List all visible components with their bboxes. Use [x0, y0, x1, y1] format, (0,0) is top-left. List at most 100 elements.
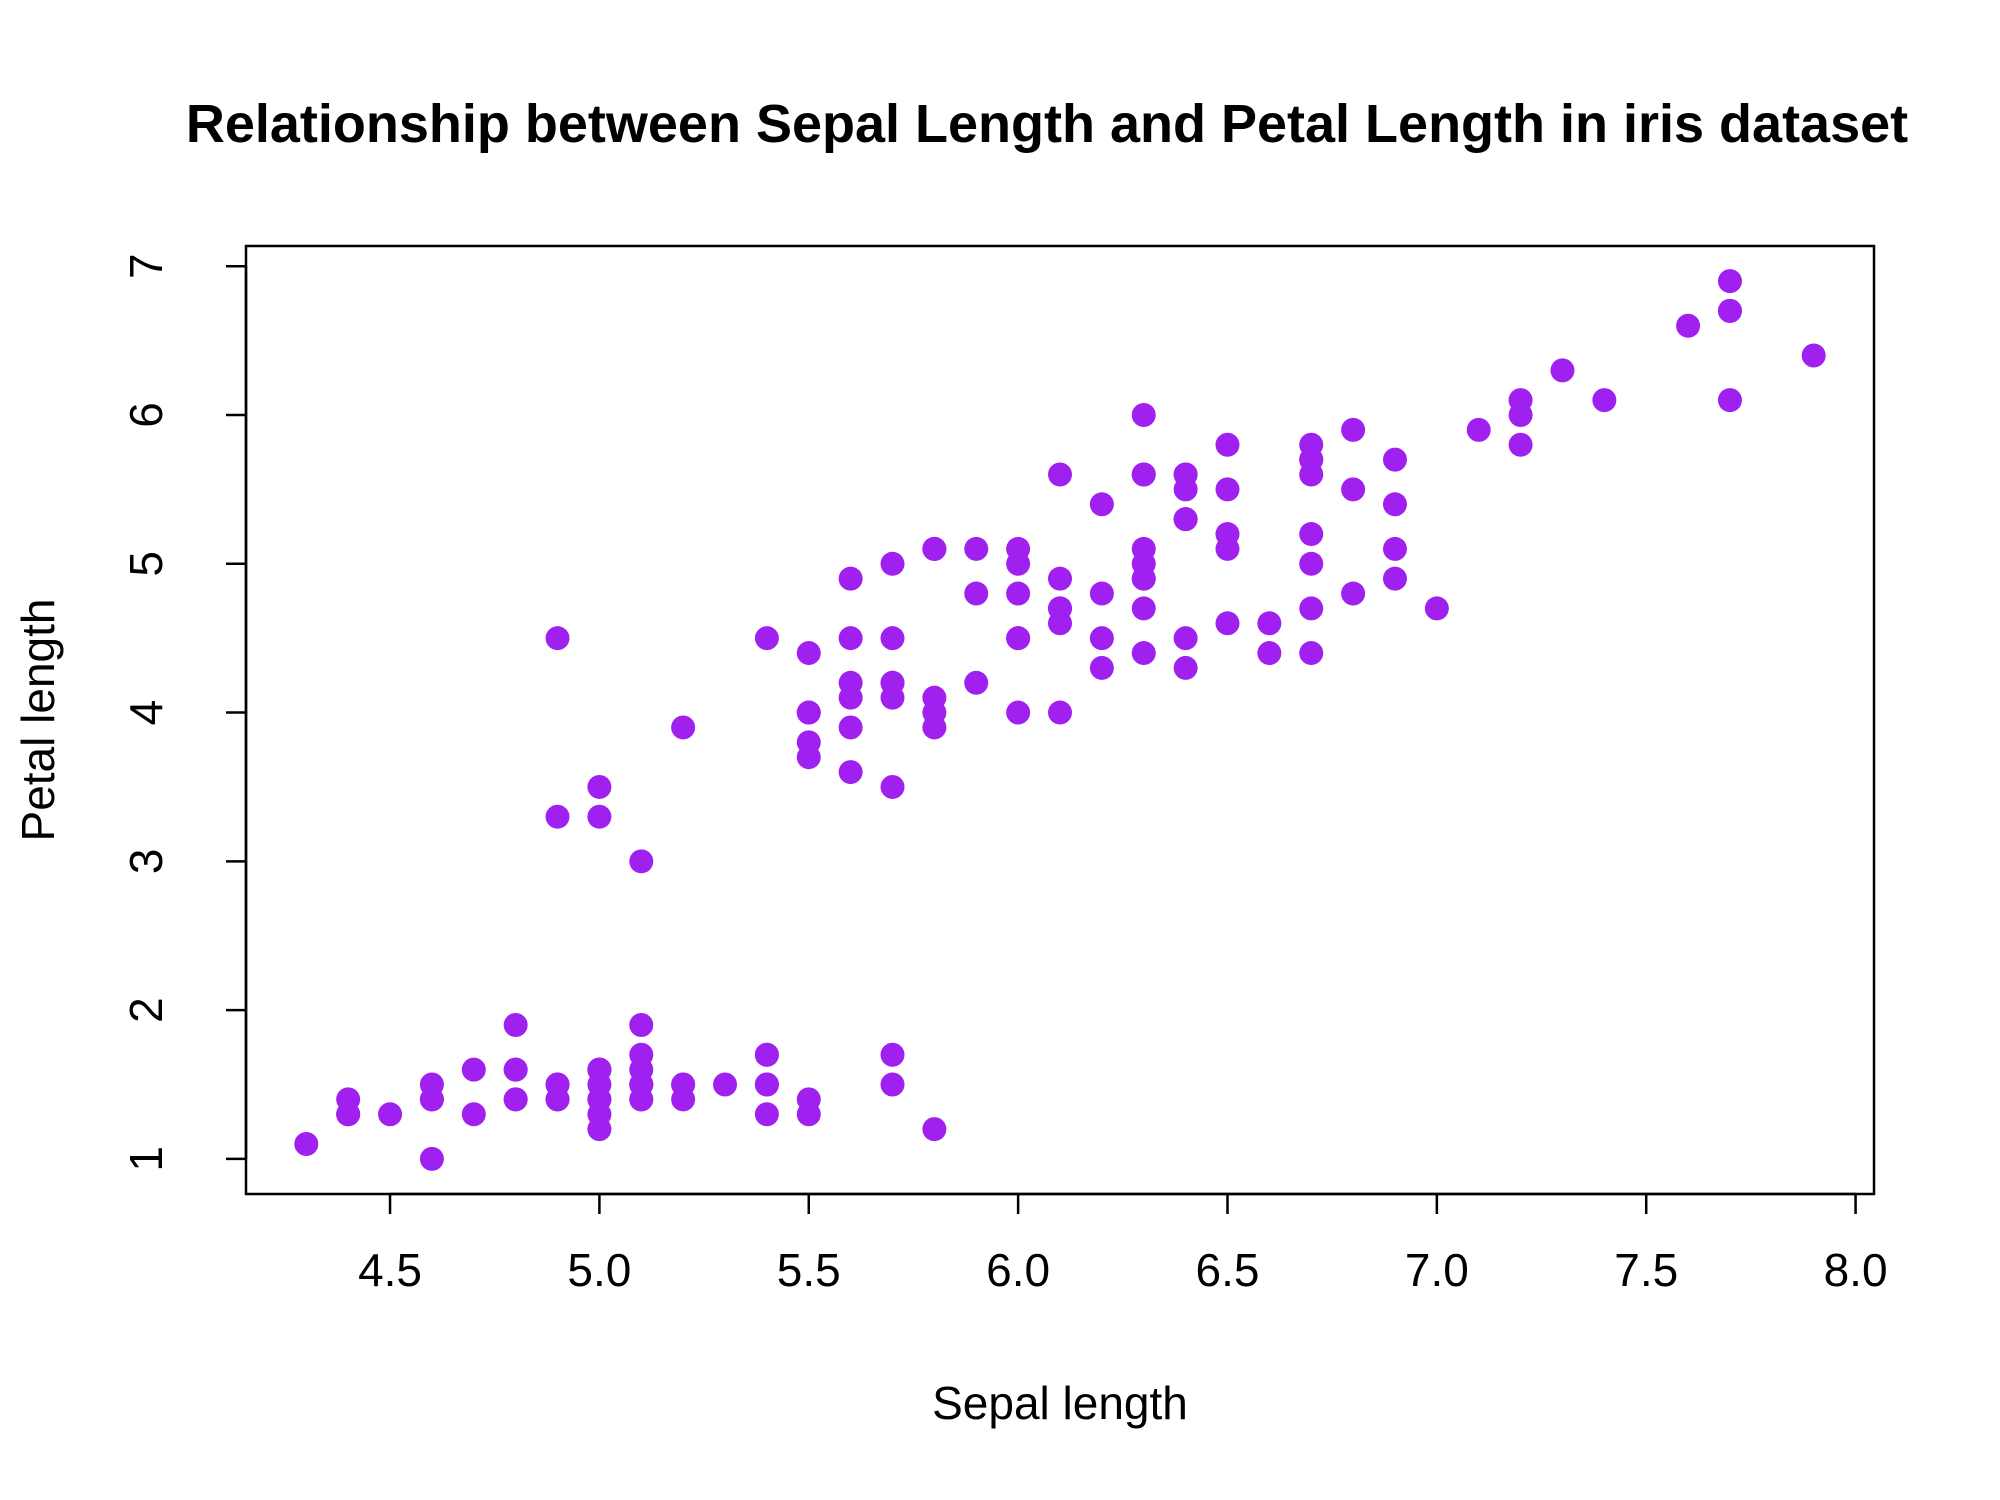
chart-title: Relationship between Sepal Length and Pe…: [186, 94, 1908, 154]
data-point: [880, 1072, 905, 1097]
data-point: [1717, 269, 1742, 294]
data-point: [1006, 626, 1031, 651]
data-point: [922, 700, 947, 725]
x-tick-label: 5.0: [567, 1244, 631, 1296]
data-point: [503, 1057, 528, 1082]
data-point: [1299, 596, 1324, 621]
data-point: [1131, 403, 1156, 428]
data-point: [922, 1117, 947, 1142]
y-tick-label: 4: [120, 700, 172, 726]
x-tick-label: 8.0: [1824, 1244, 1888, 1296]
x-tick-label: 6.0: [986, 1244, 1050, 1296]
data-point: [1382, 536, 1407, 561]
data-point: [1048, 462, 1072, 487]
data-point: [1131, 596, 1156, 621]
data-point: [838, 715, 863, 740]
data-point: [1299, 641, 1324, 666]
x-axis-label: Sepal length: [932, 1377, 1188, 1429]
x-tick-label: 5.5: [777, 1244, 841, 1296]
data-point: [922, 536, 947, 561]
data-point: [1382, 492, 1407, 517]
data-point: [1173, 626, 1198, 651]
data-point: [1341, 417, 1366, 442]
data-point: [1676, 313, 1701, 338]
data-point: [1089, 655, 1114, 680]
data-point: [1006, 551, 1031, 576]
data-point: [1089, 626, 1114, 651]
data-point: [1299, 551, 1324, 576]
data-point: [964, 581, 989, 606]
data-point: [1173, 655, 1198, 680]
data-point: [1131, 551, 1156, 576]
data-point: [1048, 611, 1072, 636]
data-point: [1717, 298, 1742, 323]
data-point: [754, 1102, 779, 1127]
data-point: [1508, 403, 1533, 428]
data-point: [629, 1057, 654, 1082]
data-point: [503, 1012, 528, 1037]
data-point: [378, 1102, 403, 1127]
data-point: [461, 1057, 486, 1082]
x-tick-label: 4.5: [358, 1244, 422, 1296]
data-point: [1801, 343, 1826, 368]
data-point: [545, 626, 570, 651]
data-point: [880, 1042, 905, 1067]
y-axis: 1 2 3 4 5 6 7: [120, 253, 248, 1172]
y-axis-label: Petal length: [12, 599, 64, 842]
data-point: [838, 626, 863, 651]
data-point: [1592, 388, 1617, 413]
data-point: [1382, 447, 1407, 472]
y-tick-label: 6: [120, 402, 172, 428]
data-point: [754, 1072, 779, 1097]
data-point: [587, 1087, 612, 1112]
data-point: [964, 670, 989, 695]
data-point: [1341, 581, 1366, 606]
data-point: [1299, 522, 1324, 547]
data-point: [336, 1102, 361, 1127]
y-tick-label: 5: [120, 551, 172, 577]
data-point: [796, 641, 821, 666]
y-tick-label: 2: [120, 997, 172, 1023]
data-point: [503, 1087, 528, 1112]
data-point: [838, 760, 863, 785]
data-point: [880, 685, 905, 710]
data-point: [587, 774, 612, 799]
y-tick-label: 3: [120, 849, 172, 875]
data-point: [1424, 596, 1449, 621]
x-axis: 4.5 5.0 5.5 6.0 6.5 7.0 7.5 8.0: [358, 1192, 1888, 1296]
data-point: [1215, 432, 1240, 457]
data-point: [1131, 641, 1156, 666]
data-point: [629, 849, 654, 874]
data-point: [796, 1102, 821, 1127]
x-tick-label: 7.5: [1614, 1244, 1678, 1296]
data-point: [1215, 477, 1240, 502]
y-tick-label: 7: [120, 253, 172, 279]
data-point: [545, 1087, 570, 1112]
data-point: [754, 626, 779, 651]
data-point: [1341, 477, 1366, 502]
data-point: [796, 700, 821, 725]
data-point: [671, 715, 696, 740]
data-point: [1466, 417, 1491, 442]
data-point: [629, 1012, 654, 1037]
data-point: [880, 626, 905, 651]
data-point: [1131, 462, 1156, 487]
data-point: [1215, 611, 1240, 636]
y-tick-label: 1: [120, 1146, 172, 1172]
data-point: [796, 745, 821, 770]
data-point: [1048, 566, 1072, 591]
data-point: [419, 1087, 444, 1112]
data-point: [1550, 358, 1575, 383]
data-point: [671, 1072, 696, 1097]
data-point: [419, 1146, 444, 1171]
data-point: [1257, 641, 1282, 666]
data-point: [294, 1132, 319, 1157]
data-point: [1508, 432, 1533, 457]
data-point: [880, 774, 905, 799]
data-point: [1048, 700, 1072, 725]
data-point: [1006, 581, 1031, 606]
data-point: [754, 1042, 779, 1067]
data-points: [294, 269, 1826, 1171]
data-point: [461, 1102, 486, 1127]
